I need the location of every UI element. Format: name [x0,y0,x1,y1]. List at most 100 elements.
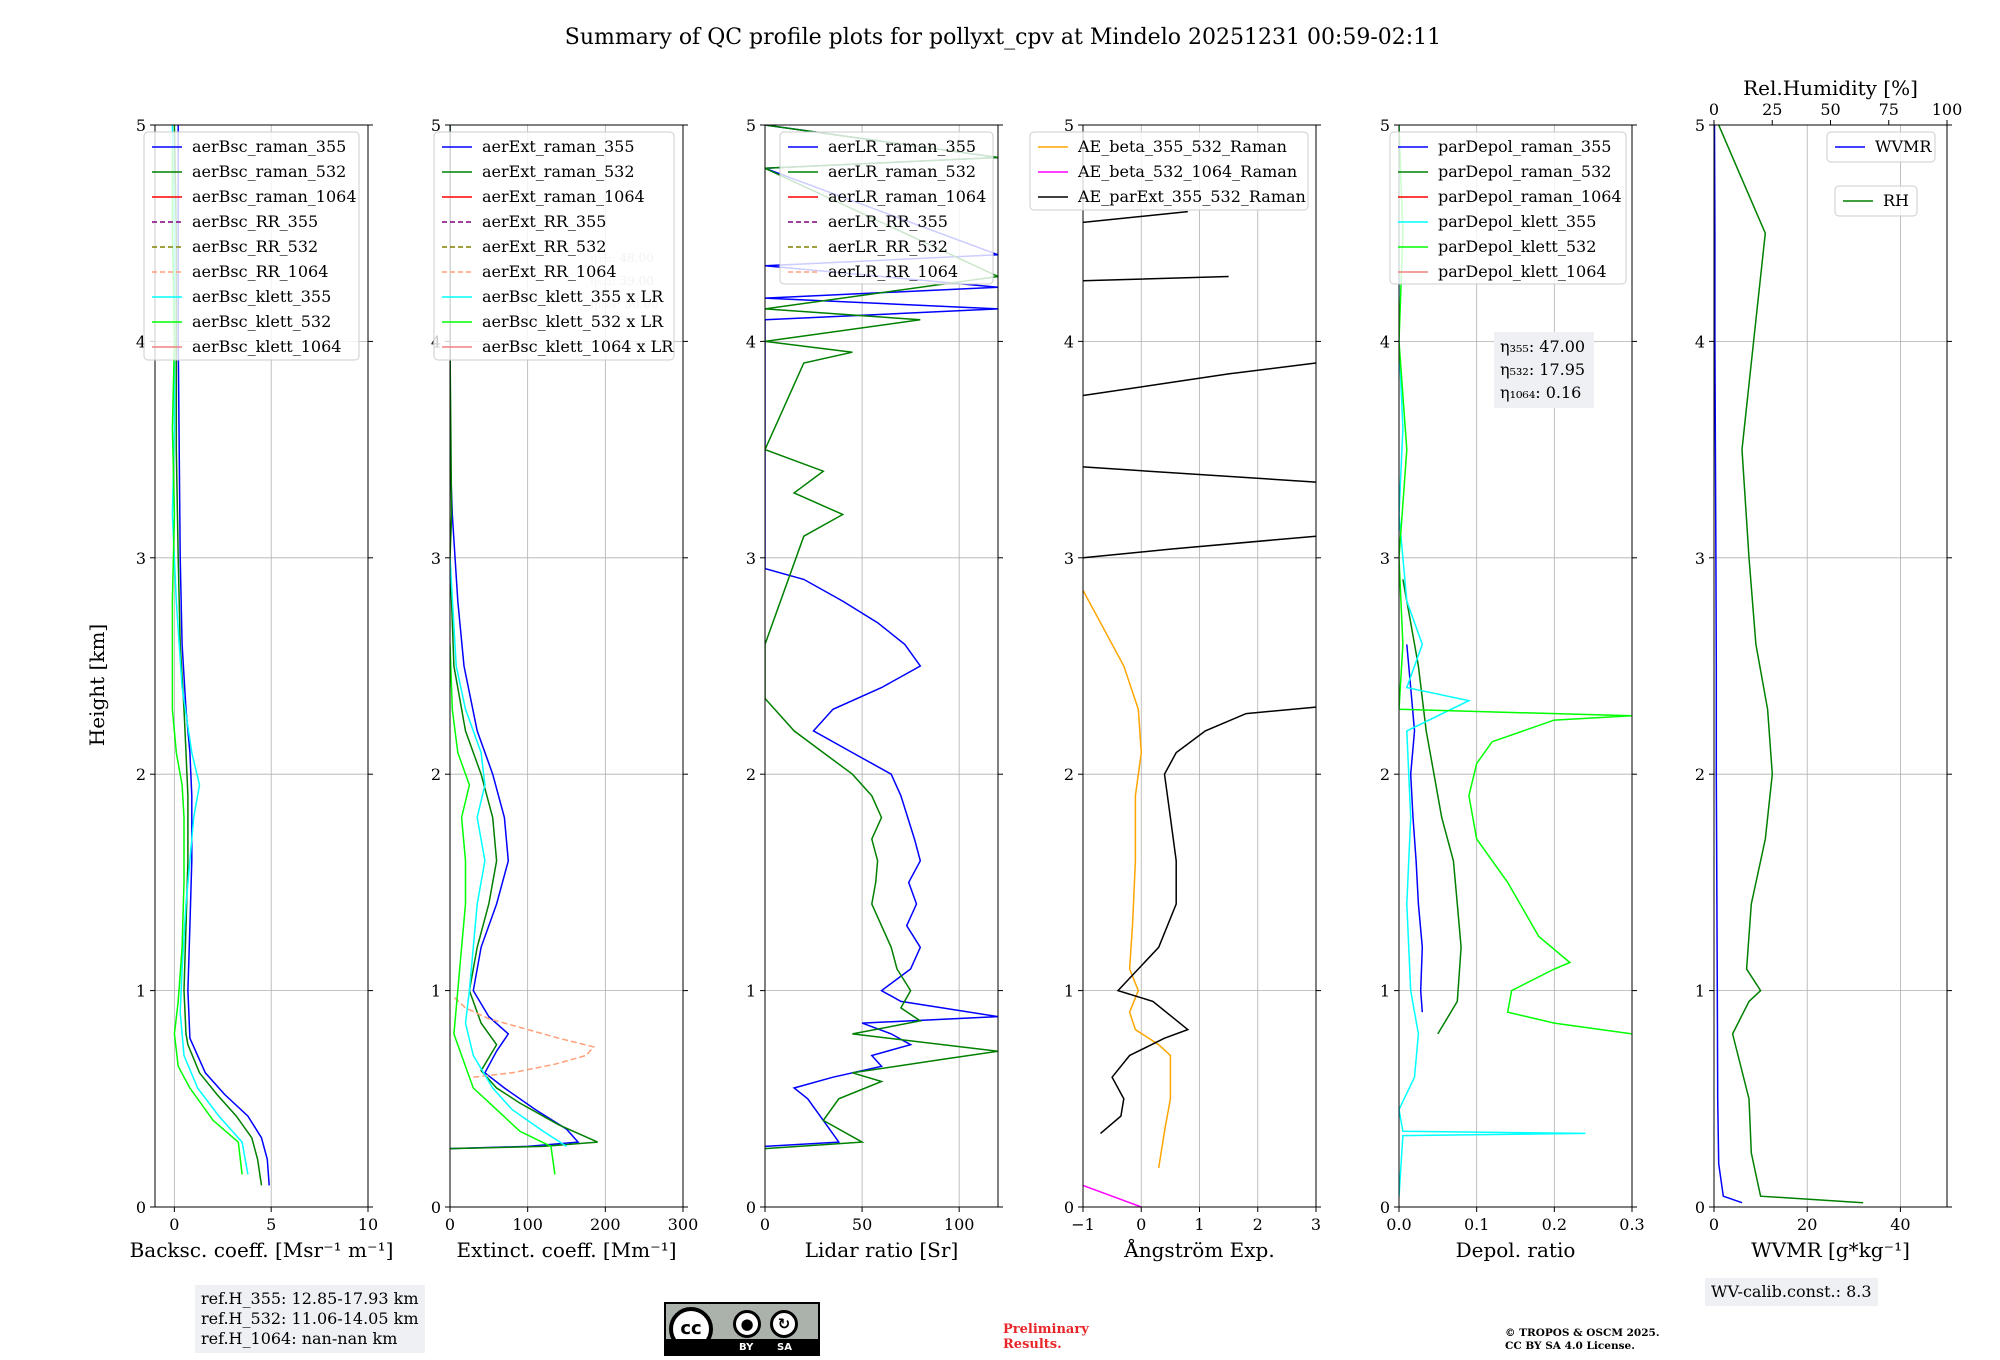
top-x-tick-label: 75 [1879,100,1899,119]
series-line-aerBsc_raman_355 [177,125,270,1186]
x-tick-label: 50 [852,1215,872,1234]
legend-label: AE_beta_355_532_Raman [1077,137,1287,156]
y-tick-label: 0 [1380,1198,1390,1217]
x-tick-label: 300 [668,1215,699,1234]
legend-label: aerBsc_klett_1064 x LR [482,337,674,356]
refh-532: ref.H_532: 11.06-14.05 km [201,1309,419,1328]
copyright-line-2: CC BY SA 4.0 License. [1505,1340,1635,1352]
legend-label: AE_beta_532_1064_Raman [1077,162,1297,181]
y-tick-label: 4 [1064,332,1074,351]
top-x-axis-label: Rel.Humidity [%] [1743,76,1918,100]
legend-label: parDepol_klett_355 [1438,212,1596,231]
y-tick-label: 1 [431,982,441,1001]
cc-by-label: BY [739,1342,754,1353]
x-tick-label: 0 [169,1215,179,1234]
legend-label: aerBsc_raman_1064 [192,187,357,206]
eta-annotation: η₅₃₂: 17.95 [1500,360,1585,379]
x-tick-label: 0.1 [1464,1215,1489,1234]
sa-share-icon: ↻ [770,1310,798,1338]
top-x-tick-label: 100 [1932,100,1963,119]
panel-2: 0100200300012345Extinct. coeff. [Mm⁻¹]η₃… [431,116,698,1262]
series-line-aerExt_RR_1064 [453,996,596,1078]
y-tick-label: 4 [746,332,756,351]
legend-label: aerBsc_RR_532 [192,237,318,256]
legend-label: aerBsc_klett_355 [192,287,331,306]
series-line-AE_parExt_355_532_Raman [1083,210,1316,1134]
legend-box [1834,185,1918,217]
wv-calib-const: WV-calib.const.: 8.3 [1711,1282,1872,1301]
top-x-tick-label: 50 [1820,100,1840,119]
y-tick-label: 4 [1695,332,1705,351]
axes-frame [1398,124,1633,1208]
series-line-parDepol_raman_532 [1402,579,1462,1035]
wv-calib-box: WV-calib.const.: 8.3 [1705,1278,1878,1306]
y-tick-label: 3 [1064,549,1074,568]
y-tick-label: 1 [136,982,146,1001]
copyright-note: © TROPOS & OSCM 2025. CC BY SA 4.0 Licen… [1505,1327,1660,1353]
eta-annotation: η₃₅₅: 47.00 [1500,337,1585,356]
x-tick-label: 40 [1890,1215,1910,1234]
y-tick-label: 3 [1380,549,1390,568]
legend-box [433,131,675,361]
x-tick-label: 5 [266,1215,276,1234]
legend-label: RH [1883,191,1909,210]
x-axis-label: WVMR [g*kg⁻¹] [1751,1238,1910,1262]
y-tick-label: 3 [746,549,756,568]
cc-license-badge: cc ● ↻ BY SA [664,1302,820,1356]
legend-label: aerExt_raman_532 [482,162,635,181]
y-tick-label: 2 [1380,765,1390,784]
y-tick-label: 0 [136,1198,146,1217]
x-tick-label: 0 [1136,1215,1146,1234]
series-line-aerBsc_klett_532 x LR [450,644,556,1175]
top-x-tick-label: 0 [1709,100,1719,119]
series-line-aerBsc_klett_355 x LR [450,557,567,1148]
y-tick-label: 0 [1064,1198,1074,1217]
axes-frame [764,124,999,1208]
panel-1: 0 5 10 0 1 2 3 4 5 Backsc. coeff. [Msr⁻¹ m⁻¹] aerB… [130,116,394,1262]
preliminary-line-1: Preliminary [1003,1322,1089,1337]
y-tick-label: 4 [1380,332,1390,351]
x-tick-label: 0.3 [1619,1215,1644,1234]
legend-label: aerBsc_RR_1064 [192,262,328,281]
series-line-parDepol_klett_355 [1399,125,1586,1197]
x-tick-label: 0 [445,1215,455,1234]
y-tick-label: 1 [746,982,756,1001]
legend-label: aerBsc_RR_355 [192,212,318,231]
series-line-aerExt_raman_532 [450,125,598,1150]
legend-box [779,131,994,285]
y-tick-label: 2 [1064,765,1074,784]
y-tick-label: 4 [136,332,146,351]
legend-label: aerLR_RR_532 [828,237,948,256]
legend-label: aerExt_raman_355 [482,137,635,156]
copyright-line-1: © TROPOS & OSCM 2025. [1505,1327,1660,1339]
legend-label: aerBsc_raman_532 [192,162,346,181]
legend-box [143,131,360,361]
y-tick-label: 2 [431,765,441,784]
x-tick-label: 0.2 [1542,1215,1567,1234]
legend-label: parDepol_raman_532 [1438,162,1611,181]
series-line-aerExt_raman_355 [450,125,580,1150]
cc-badge-bar: BY SA [666,1339,818,1354]
legend-label: aerLR_raman_532 [828,162,976,181]
x-axis-label: Backsc. coeff. [Msr⁻¹ m⁻¹] [130,1238,394,1262]
legend-label: aerBsc_raman_355 [192,137,346,156]
y-tick-label: 1 [1380,982,1390,1001]
series-line-aerBsc_klett_532 [171,146,243,1175]
legend-label: aerExt_RR_355 [482,212,606,231]
x-tick-label: 100 [512,1215,543,1234]
y-tick-label: 3 [136,549,146,568]
x-axis-label: Extinct. coeff. [Mm⁻¹] [456,1238,676,1262]
y-tick-label: 3 [1695,549,1705,568]
cc-sa-label: SA [777,1342,792,1353]
series-line-AE_beta_355_532_Raman [1083,589,1172,1169]
series-line-AE_beta_532_1064_Raman [1083,1184,1142,1207]
legend-label: parDepol_klett_1064 [1438,262,1607,281]
legend-label: aerExt_RR_532 [482,237,606,256]
panel-5: 0.0 0.1 0.2 0.3 0 1 2 3 4 5 Depol. ratio η₃₅₅: 47.0… [1380,116,1645,1262]
axes-frame [1713,124,1948,1208]
preliminary-line-2: Results. [1003,1337,1062,1352]
y-tick-label: 3 [431,549,441,568]
legend-label: aerBsc_klett_1064 [192,337,341,356]
